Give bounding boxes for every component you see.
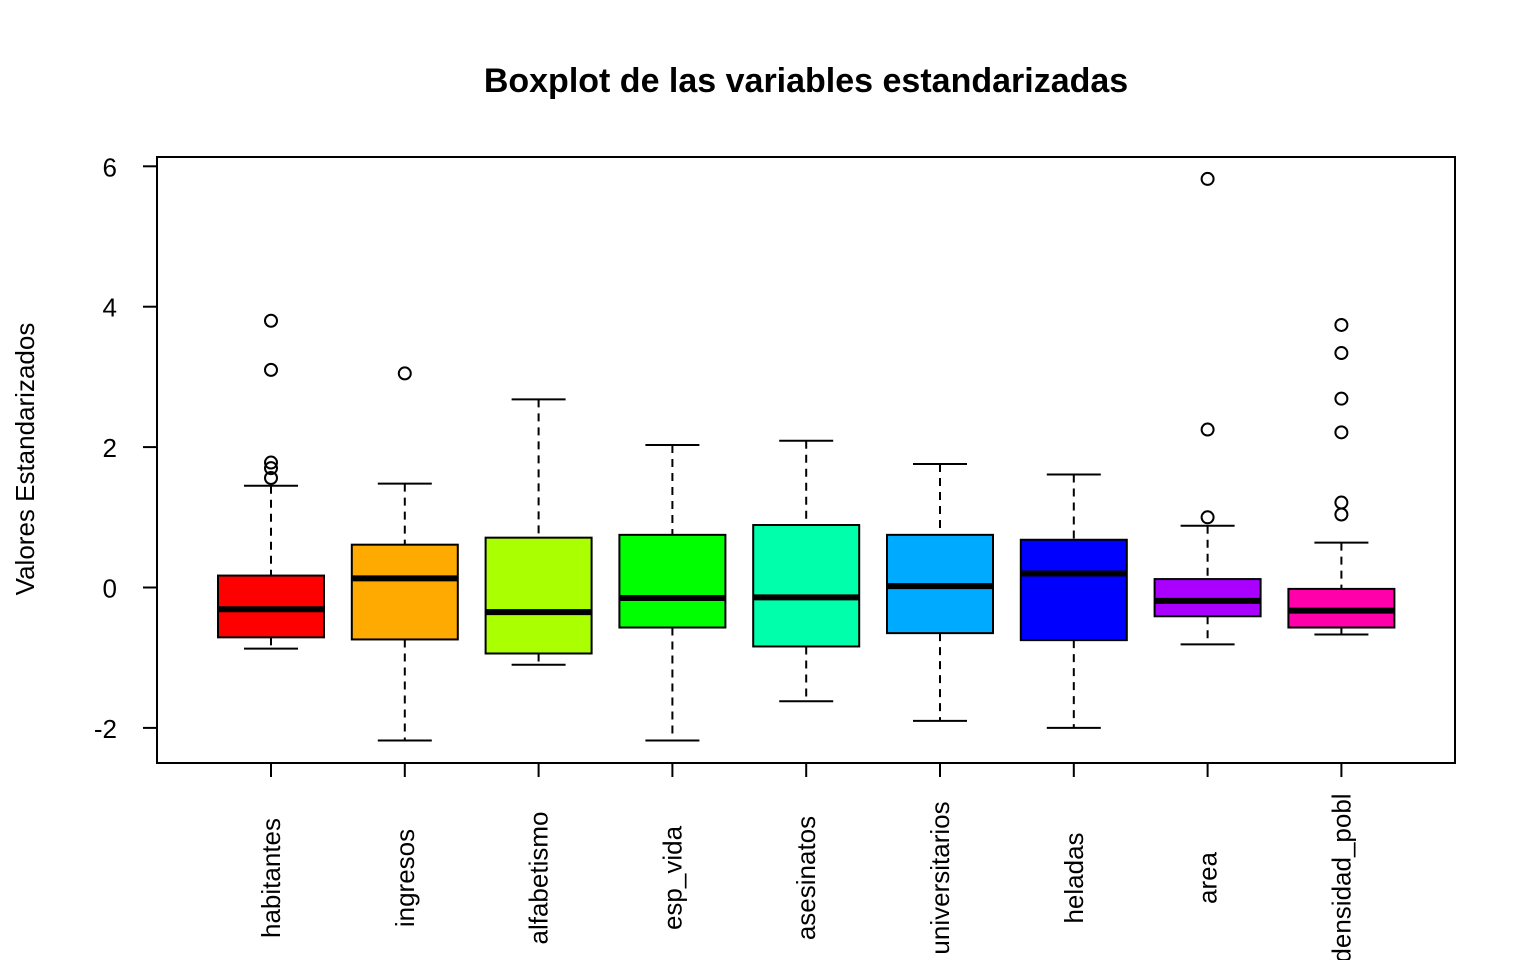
box-alfabetismo xyxy=(484,398,593,666)
box-rect-2 xyxy=(484,536,593,655)
outlier-0-3 xyxy=(264,362,278,377)
outlier-0-0 xyxy=(264,470,278,485)
box-rect-4 xyxy=(752,524,861,648)
boxes-group xyxy=(217,171,1396,742)
box-esp_vida xyxy=(618,443,727,742)
outlier-0-1 xyxy=(264,461,278,476)
box-ingresos xyxy=(350,366,459,742)
outlier-8-3 xyxy=(1334,391,1349,406)
box-habitantes xyxy=(217,313,325,650)
y-tick-label-1: 0 xyxy=(103,574,117,604)
y-tick-label-0: -2 xyxy=(94,714,117,744)
outlier-8-0 xyxy=(1334,507,1349,522)
y-axis-label: Valores Estandarizados xyxy=(10,323,40,596)
x-tick-label-8: densidad_pobl xyxy=(1326,793,1356,960)
outlier-7-0 xyxy=(1200,510,1215,525)
y-tick-label-3: 4 xyxy=(103,293,117,323)
box-heladas xyxy=(1019,473,1128,729)
outlier-1-0 xyxy=(397,366,412,381)
box-universitarios xyxy=(886,462,994,722)
outlier-7-2 xyxy=(1200,171,1215,186)
outlier-8-1 xyxy=(1334,495,1349,510)
box-densidad_pobl xyxy=(1287,317,1396,636)
x-tick-label-3: esp_vida xyxy=(657,825,687,930)
x-tick-label-2: alfabetismo xyxy=(524,812,554,945)
y-axis: -2 0 2 4 6 xyxy=(94,152,158,744)
chart-title: Boxplot de las variables estandarizadas xyxy=(484,62,1128,100)
outlier-7-1 xyxy=(1200,422,1215,437)
box-rect-1 xyxy=(350,543,459,641)
outlier-0-4 xyxy=(264,313,278,328)
box-rect-7 xyxy=(1153,578,1262,618)
outlier-8-2 xyxy=(1334,425,1349,440)
x-tick-label-4: asesinatos xyxy=(791,816,821,940)
box-rect-6 xyxy=(1019,538,1128,642)
y-tick-label-2: 2 xyxy=(103,433,117,463)
box-rect-3 xyxy=(618,533,727,629)
x-axis: habitantes ingresos alfabetismo esp_vida ase… xyxy=(256,762,1356,960)
outlier-8-4 xyxy=(1334,346,1349,361)
outlier-0-2 xyxy=(264,455,278,470)
box-area xyxy=(1153,171,1262,646)
outlier-8-5 xyxy=(1334,317,1349,332)
x-tick-label-1: ingresos xyxy=(390,829,420,927)
x-tick-label-6: heladas xyxy=(1059,832,1089,923)
x-tick-label-7: area xyxy=(1193,851,1223,904)
y-tick-label-4: 6 xyxy=(103,152,117,182)
box-asesinatos xyxy=(752,439,861,703)
x-tick-label-5: universitarios xyxy=(925,801,955,954)
x-tick-label-0: habitantes xyxy=(256,818,286,938)
